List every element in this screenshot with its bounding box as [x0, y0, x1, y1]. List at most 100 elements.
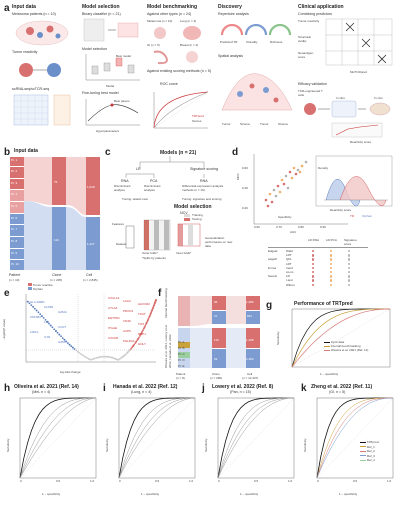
- e-gene-label-left: HLA-DRB1: [30, 300, 45, 304]
- e-gene-label-right: ACP5: [123, 329, 131, 333]
- spatial-label: Spatial analysis: [218, 54, 243, 58]
- d-scatter-point: [278, 190, 282, 194]
- panel-d-table: LR RNA LR PCA Signature score Edgeid Wald…: [268, 238, 396, 296]
- roc-curve: [19, 397, 97, 479]
- g-leg-input: Input data: [330, 340, 345, 344]
- table-cell-marker: [312, 283, 315, 286]
- table-head-lr-rna: LR RNA: [308, 238, 320, 242]
- e-gene-label-left: LTB: [44, 320, 50, 324]
- e-gene-label-right: CXCR6: [108, 336, 119, 340]
- roc-diagonal: [19, 397, 97, 479]
- f-axis-cell-n: (n = 12,337): [242, 376, 259, 380]
- panel-j-subtitle: (Pan, n = 15): [230, 390, 251, 394]
- table-head-sig: Signature score: [344, 238, 357, 246]
- roc-curve: [118, 397, 195, 479]
- d-xtick: 0.90: [320, 225, 326, 229]
- tumor-reactivity-illustration: [19, 63, 61, 77]
- panel-k-title: Zheng et al. 2022 (Ref. 11): [311, 384, 373, 390]
- e-volcano-point: [117, 358, 120, 361]
- f-axis-patient: Patient: [176, 372, 186, 376]
- e-volcano-point: [143, 326, 146, 328]
- rna-desc: Discriminant analysis: [114, 184, 131, 192]
- roc-xtick: 0: [20, 479, 22, 483]
- inner-folds-label: Inner folds*: [176, 251, 192, 255]
- roc-xtick: 1.0: [288, 479, 293, 483]
- f-left-labels: Pt. A Pt. B Pt. C Pt. D Pt. E: [178, 340, 190, 370]
- e-volcano-point: [68, 343, 71, 346]
- f-cell-val: 1,468: [246, 338, 254, 342]
- k-legend-item: Ref_3: [360, 453, 375, 458]
- other-types-label: Against other types (n = 24): [147, 12, 192, 16]
- rep-cat-predicted: Predicted TR: [220, 40, 238, 44]
- table-cell-marker: [348, 266, 351, 270]
- g-leg-oliveira: Oliveira et al. 2021 (Ref. 14): [330, 348, 369, 352]
- tcr-engineered-label: TCR-engineered T cells: [298, 89, 323, 97]
- d-scatter-point: [296, 168, 300, 172]
- patient-label: Pt. 5: [11, 204, 18, 208]
- e-gene-label-left: LMNA: [30, 330, 39, 334]
- g-roc-curve: [291, 308, 390, 368]
- panel-i-roc: [118, 397, 196, 479]
- f-clone-val: 110: [214, 338, 219, 342]
- panel-b-title: Input data: [14, 148, 38, 154]
- table-cell-marker: [330, 271, 333, 274]
- table-cell-marker: [348, 250, 351, 253]
- table-row-label: voom: [286, 270, 294, 274]
- table-head-lr-pca: LR PCA: [326, 238, 337, 242]
- d-ytick: 0.40: [242, 186, 248, 190]
- clone-tr-value: 75: [54, 180, 58, 184]
- e-gene-label-right: HAVCR2: [138, 302, 150, 306]
- f-cell-val: 822: [247, 314, 253, 318]
- patient-label: Pt. 4: [11, 192, 18, 196]
- panel-k-subtitle: (GI, n = 5): [329, 390, 346, 394]
- d-scatter-point: [284, 174, 288, 178]
- table-cell-marker: [312, 250, 315, 253]
- e-volcano-point: [139, 333, 142, 336]
- f-group1: Internal benchmarking: [164, 288, 168, 318]
- e-gene-label-right: CTLA4: [108, 306, 118, 310]
- f-left-label: Pt. C: [178, 352, 185, 356]
- axis-cell: Cell: [86, 273, 93, 277]
- f-cell-val: 2,484: [246, 357, 254, 361]
- ncv-label: NCV: [180, 211, 188, 215]
- outer-folds-label: Outer folds*: [142, 251, 158, 255]
- table-row-label: LR: [286, 274, 290, 279]
- e-volcano-point: [56, 331, 59, 334]
- repertoire-label: Repertoire analysis: [218, 12, 249, 16]
- table-cell-marker: [330, 283, 333, 286]
- d-ytick: 0.20: [242, 206, 248, 210]
- legend-tumor-reactive: Tumor reactive: [32, 283, 53, 287]
- patient-labels: Pt. 1 Pt. 2 Pt. 3 Pt. 4 Pt. 5 Pt. 6 Pt. …: [11, 156, 23, 270]
- patient-label: Pt. 1: [11, 158, 18, 162]
- melanoma-illustration: [15, 20, 69, 46]
- e-volcano-point: [149, 313, 152, 315]
- e-volcano-point: [51, 326, 54, 329]
- e-volcano-point: [41, 315, 43, 317]
- model-benchmarking-title: Model benchmarking: [147, 4, 198, 10]
- d-xlabel: AUC: [290, 230, 297, 234]
- e-volcano-point: [67, 342, 69, 344]
- d-legend-orphan: Orphan: [362, 214, 373, 218]
- table-cell-marker: [348, 275, 351, 278]
- efficacy-label: Efficacy validation: [298, 82, 327, 86]
- finetune-curve: [85, 99, 140, 126]
- axis-clone-n: (n = 235): [50, 278, 63, 282]
- cell-orphan-value: 1,227: [87, 242, 95, 246]
- roc-curve: [118, 397, 195, 479]
- table-row-label: trend: [286, 265, 293, 270]
- table-row-label: QFL: [286, 257, 292, 262]
- e-volcano-point: [100, 356, 102, 358]
- patient-label: Pt. 2: [11, 169, 18, 173]
- axis-patient: Patient: [9, 273, 21, 277]
- f-left-label: Pt. E: [178, 364, 185, 368]
- f-axis-patient-n: (n = 8): [176, 376, 185, 380]
- d-scatter-point: [304, 160, 308, 164]
- splits-note: *Splits by patients: [142, 256, 166, 260]
- pca-node: PCA: [150, 179, 158, 183]
- e-volcano-point: [55, 330, 57, 333]
- hyperparameters-label: Hyperparameters: [96, 129, 120, 133]
- e-volcano-point: [147, 319, 149, 322]
- panel-j-roc: [217, 397, 295, 479]
- d-legend-spec: Specificity: [278, 215, 292, 219]
- table-cell-marker: [330, 266, 333, 270]
